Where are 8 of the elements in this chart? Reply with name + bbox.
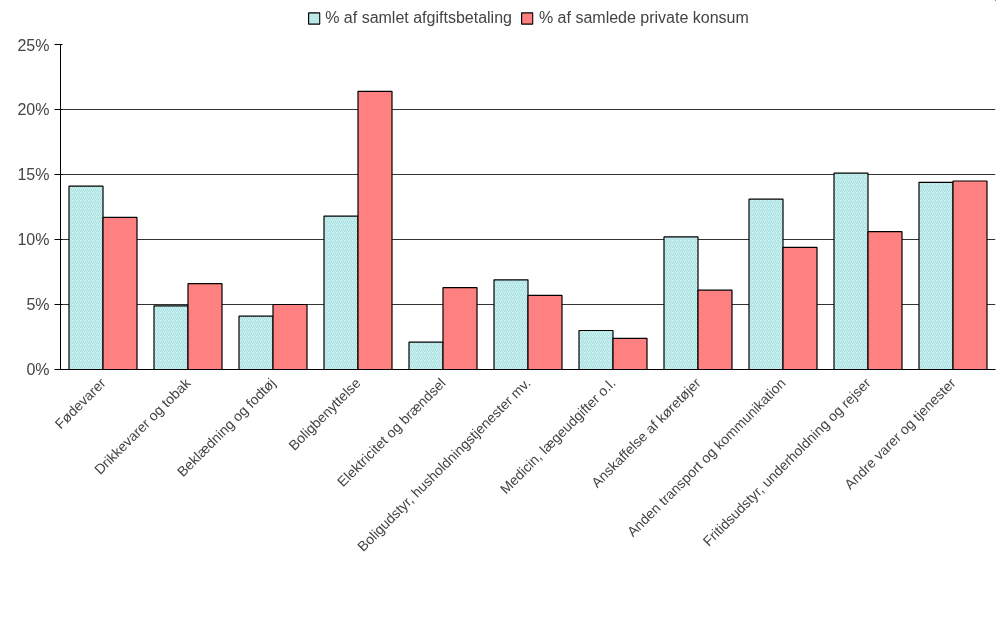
y-tick-label: 15% <box>17 166 50 183</box>
y-tick-label: 0% <box>26 361 50 378</box>
legend-label: % af samlede private konsum <box>538 9 749 27</box>
y-tick-label: 5% <box>26 296 50 313</box>
y-tick-label: 10% <box>17 231 50 248</box>
y-tick-label: 20% <box>17 101 50 118</box>
y-tick-label: 25% <box>17 36 50 54</box>
legend-label: % af samlet afgiftsbetaling <box>325 9 512 27</box>
